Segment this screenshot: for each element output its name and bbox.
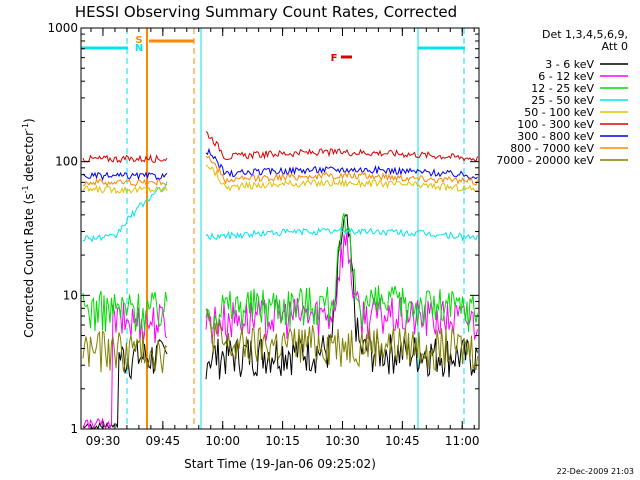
- legend-label: 25 - 50 keV: [531, 94, 594, 107]
- legend-label: 3 - 6 keV: [545, 58, 594, 71]
- series-line-800to7000keV: [205, 155, 478, 186]
- plot-frame: [80, 27, 480, 430]
- series-line-50to100keV: [82, 184, 168, 194]
- series-line-50to100keV: [205, 164, 478, 193]
- y-tick-label: 1000: [47, 21, 78, 35]
- x-tick-label: 09:45: [146, 434, 181, 448]
- y-label-part-1: Corrected Count Rate (s: [22, 193, 36, 337]
- series-line-25to50keV: [205, 226, 478, 242]
- time-bands: [80, 28, 465, 429]
- x-tick-label: 11:00: [445, 434, 480, 448]
- series-line-12to25keV: [82, 290, 168, 332]
- x-tick-label: 10:00: [205, 434, 240, 448]
- y-label-sup-1: -1: [21, 185, 30, 193]
- x-tick-label: 10:30: [325, 434, 360, 448]
- series-line-12to25keV: [205, 212, 478, 332]
- series-line-6to12keV: [205, 231, 478, 344]
- y-label-part-3: ): [22, 118, 36, 123]
- legend-label: 12 - 25 keV: [531, 82, 594, 95]
- legend-label: 6 - 12 keV: [538, 70, 594, 83]
- series-line-100to300keV: [205, 131, 478, 163]
- chart-title: HESSI Observing Summary Count Rates, Cor…: [75, 3, 457, 21]
- legend-label: 800 - 7000 keV: [510, 142, 594, 155]
- series-line-100to300keV: [82, 153, 168, 164]
- series-line-800to7000keV: [82, 178, 168, 187]
- x-axis-ticks: 09:30 09:45 10:00 10:15 10:30 10:45 11:00: [86, 28, 480, 448]
- series-line-6to12keV: [82, 303, 168, 430]
- y-axis-ticks: 1 10 100 1000: [47, 21, 479, 436]
- y-tick-label: 10: [63, 288, 78, 302]
- y-label-part-2: detector: [22, 131, 36, 186]
- x-tick-label: 10:15: [265, 434, 300, 448]
- series-line-7000to20000keV: [82, 330, 168, 374]
- y-label-sup-2: -1: [21, 123, 30, 131]
- legend-label: 50 - 100 keV: [524, 106, 594, 119]
- series-layer: [82, 131, 478, 430]
- legend-header: Det 1,3,4,5,6,9,: [542, 28, 628, 41]
- legend-label: 100 - 300 keV: [517, 118, 594, 131]
- night-marker: N: [135, 43, 143, 54]
- x-axis-label: Start Time (19-Jan-06 09:25:02): [184, 457, 376, 471]
- series-line-3to6keV: [82, 338, 168, 430]
- x-tick-label: 10:45: [385, 434, 420, 448]
- y-axis-label: Corrected Count Rate (s-1 detector-1): [21, 118, 36, 337]
- y-tick-label: 100: [55, 155, 78, 169]
- legend-label: 300 - 800 keV: [517, 130, 594, 143]
- series-line-300to800keV: [205, 147, 478, 180]
- flare-marker: F: [331, 53, 338, 64]
- series-line-7000to20000keV: [205, 308, 478, 371]
- saa-marker: S: [135, 35, 142, 46]
- generation-timestamp: 22-Dec-2009 21:03: [557, 467, 634, 476]
- legend-label: 7000 - 20000 keV: [496, 154, 594, 167]
- x-tick-label: 09:30: [86, 434, 121, 448]
- series-line-300to800keV: [82, 171, 168, 182]
- legend-attenuator: Att 0: [602, 40, 628, 53]
- y-tick-label: 1: [70, 422, 78, 436]
- series-line-25to50keV: [82, 181, 168, 243]
- markers-layer: SN F: [135, 35, 352, 64]
